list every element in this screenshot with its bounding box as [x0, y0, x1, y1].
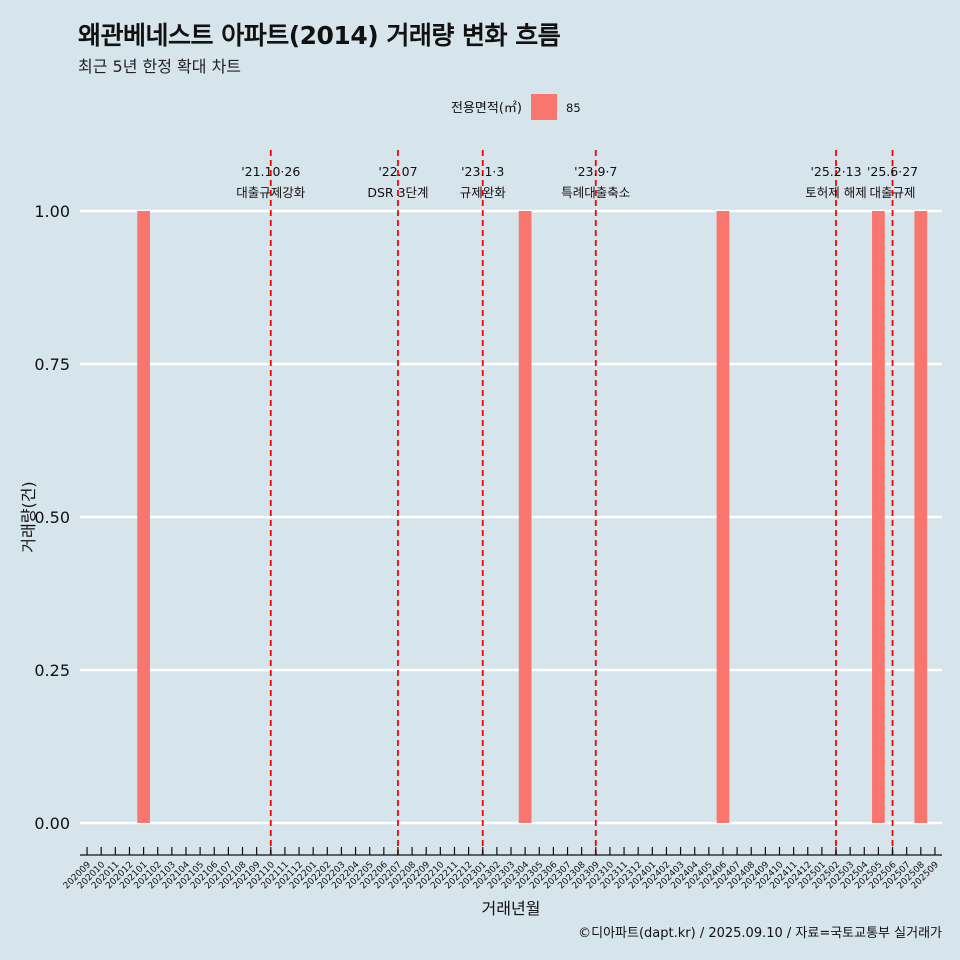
event-date-label: '22.07	[378, 164, 417, 179]
legend-swatch	[531, 94, 557, 120]
event-name-label: 토허제 해제	[805, 185, 866, 200]
event-name-label: 특례대출축소	[561, 185, 630, 200]
bars	[137, 211, 928, 823]
bar	[518, 211, 532, 823]
chart-subtitle: 최근 5년 한정 확대 차트	[78, 57, 242, 76]
bar	[137, 211, 150, 823]
bar	[872, 211, 885, 823]
bar	[716, 211, 730, 823]
axes: 0.000.250.500.751.0020200920201020201120…	[19, 202, 942, 918]
bar	[914, 211, 928, 823]
y-tick-label: 0.75	[34, 355, 70, 374]
y-tick-label: 0.00	[34, 814, 70, 833]
event-date-label: '25.6·27	[867, 164, 918, 179]
event-name-label: 규제완화	[460, 185, 507, 200]
source-caption: ©디아파트(dapt.kr) / 2025.09.10 / 자료=국토교통부 실…	[578, 926, 942, 941]
annotations: '21.10·26 대출규제강화 '22.07 DSR 3단계 '23.1·3 규제완화 '…	[236, 150, 918, 855]
grid-lines	[80, 209, 942, 825]
event-date-label: '21.10·26	[241, 164, 300, 179]
y-tick-label: 0.25	[34, 661, 70, 680]
y-axis-title: 거래량(건)	[19, 481, 38, 552]
event-name-label: 대출규제	[870, 185, 916, 200]
chart-title: 왜관베네스트 아파트(2014) 거래량 변화 흐름	[78, 21, 561, 50]
y-tick-label: 1.00	[34, 202, 70, 221]
event-date-label: '23.1·3	[461, 164, 504, 179]
x-axis-title: 거래년월	[482, 899, 541, 918]
event-name-label: 대출규제강화	[236, 185, 306, 200]
event-date-label: '25.2·13	[810, 164, 861, 179]
y-tick-label: 0.50	[34, 508, 70, 527]
event-date-label: '23.9·7	[574, 164, 617, 179]
legend: 전용면적(㎡) 85	[451, 94, 581, 120]
legend-label: 85	[566, 101, 581, 115]
event-name-label: DSR 3단계	[367, 185, 428, 200]
legend-title: 전용면적(㎡)	[451, 101, 522, 116]
